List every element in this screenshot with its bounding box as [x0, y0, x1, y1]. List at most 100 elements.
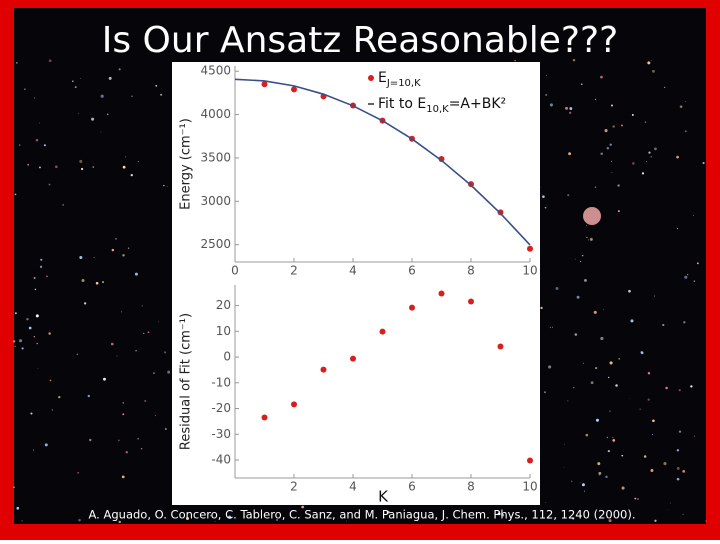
star — [585, 433, 589, 437]
star — [135, 349, 137, 352]
star — [137, 437, 140, 440]
star — [40, 258, 43, 261]
star — [606, 436, 609, 439]
y-axis-label: Energy (cm⁻¹) — [179, 118, 194, 210]
star — [565, 106, 569, 110]
star — [650, 468, 654, 472]
star — [573, 387, 575, 389]
y-axis-label: Residual of Fit (cm⁻¹) — [179, 313, 194, 450]
star — [540, 306, 543, 310]
star — [683, 321, 686, 324]
star — [629, 398, 630, 400]
star — [582, 362, 585, 364]
star — [134, 272, 138, 276]
x-tick-label: 6 — [408, 264, 416, 278]
star — [598, 474, 600, 476]
star — [632, 162, 635, 165]
star — [39, 265, 43, 269]
star — [386, 510, 390, 514]
star — [121, 475, 125, 479]
star — [48, 183, 51, 186]
star — [164, 351, 167, 354]
star — [604, 129, 608, 133]
legend-text: =A+BK² — [449, 96, 506, 112]
star — [609, 410, 611, 412]
y-tick-label: -40 — [211, 452, 231, 466]
data-point — [291, 86, 297, 93]
x-tick-label: 4 — [349, 480, 357, 494]
star — [540, 187, 542, 189]
star — [670, 502, 671, 504]
star — [27, 163, 30, 166]
star — [517, 516, 519, 518]
star — [13, 340, 16, 343]
star — [595, 418, 599, 422]
star — [603, 309, 605, 310]
star — [579, 482, 581, 483]
star — [154, 415, 156, 417]
star — [676, 228, 679, 230]
star — [46, 275, 48, 278]
star — [621, 486, 625, 490]
star — [34, 97, 36, 99]
star — [595, 366, 598, 370]
star — [690, 385, 693, 388]
data-point — [261, 81, 268, 88]
star — [647, 61, 651, 65]
data-point — [320, 366, 327, 373]
data-point — [291, 401, 297, 408]
star — [678, 430, 682, 433]
star — [33, 276, 36, 280]
star — [650, 60, 652, 62]
star — [106, 113, 109, 116]
star — [645, 161, 647, 163]
star — [676, 477, 680, 481]
star — [18, 144, 21, 146]
star — [111, 248, 115, 252]
star — [576, 295, 580, 299]
star — [125, 451, 128, 454]
star — [608, 376, 610, 379]
star — [590, 381, 594, 385]
fit-line — [234, 78, 531, 246]
star — [160, 93, 163, 96]
star — [665, 386, 668, 390]
star — [144, 399, 147, 402]
star — [24, 88, 26, 91]
y-tick-label: 4500 — [200, 64, 231, 78]
star — [676, 449, 680, 452]
star — [583, 207, 601, 225]
star — [501, 513, 505, 517]
star — [647, 398, 650, 401]
star — [48, 332, 51, 335]
star — [678, 389, 681, 392]
star — [130, 173, 133, 177]
star — [34, 288, 37, 291]
x-tick-label: 6 — [408, 480, 416, 494]
star — [14, 345, 16, 347]
star — [583, 490, 585, 492]
star — [125, 156, 127, 158]
star — [609, 361, 613, 365]
star — [16, 62, 18, 64]
star — [158, 321, 159, 323]
star — [548, 365, 552, 369]
star — [568, 111, 572, 114]
star — [36, 342, 38, 345]
star — [676, 466, 680, 470]
star — [612, 125, 615, 128]
star — [26, 318, 29, 321]
star — [637, 498, 639, 500]
data-point — [379, 328, 386, 335]
star — [141, 305, 143, 307]
star — [664, 86, 666, 89]
star — [131, 95, 133, 97]
star — [555, 287, 559, 290]
star — [549, 103, 553, 107]
star — [33, 336, 35, 338]
star — [679, 105, 683, 109]
star — [585, 224, 587, 226]
star — [58, 395, 61, 399]
star — [571, 480, 573, 483]
star — [122, 165, 126, 169]
